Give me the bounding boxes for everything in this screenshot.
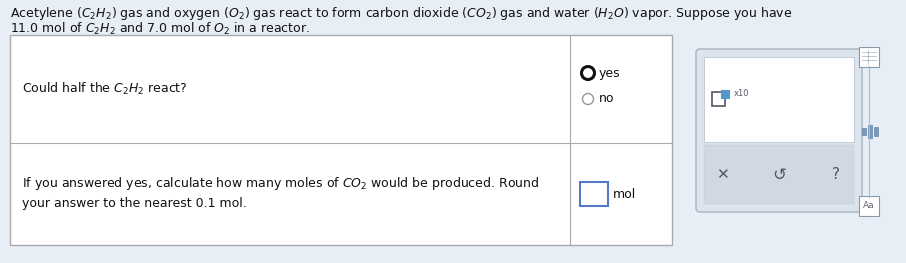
- FancyBboxPatch shape: [868, 125, 872, 138]
- Circle shape: [583, 94, 593, 104]
- Text: Aa: Aa: [863, 201, 875, 210]
- Text: If you answered yes, calculate how many moles of $CO_2$ would be produced. Round: If you answered yes, calculate how many …: [22, 175, 539, 193]
- FancyBboxPatch shape: [704, 57, 854, 142]
- FancyBboxPatch shape: [859, 196, 879, 216]
- Text: ✕: ✕: [716, 167, 728, 182]
- Text: mol: mol: [613, 188, 636, 200]
- Text: 11.0 mol of $C_2H_2$ and 7.0 mol of $O_2$ in a reactor.: 11.0 mol of $C_2H_2$ and 7.0 mol of $O_2…: [10, 21, 310, 37]
- FancyBboxPatch shape: [704, 145, 854, 204]
- Text: no: no: [599, 93, 614, 105]
- FancyBboxPatch shape: [580, 182, 608, 206]
- FancyBboxPatch shape: [721, 90, 729, 98]
- Text: yes: yes: [599, 67, 621, 79]
- FancyBboxPatch shape: [874, 127, 878, 136]
- FancyBboxPatch shape: [696, 49, 862, 212]
- FancyBboxPatch shape: [862, 128, 866, 135]
- Text: Could half the $C_2H_2$ react?: Could half the $C_2H_2$ react?: [22, 81, 188, 97]
- Circle shape: [582, 67, 594, 79]
- Text: x10: x10: [734, 89, 749, 98]
- Text: ?: ?: [832, 167, 840, 182]
- Text: ↺: ↺: [772, 165, 786, 184]
- Text: Acetylene $(C_2H_2)$ gas and oxygen $(O_2)$ gas react to form carbon dioxide $(C: Acetylene $(C_2H_2)$ gas and oxygen $(O_…: [10, 5, 792, 22]
- FancyBboxPatch shape: [859, 47, 879, 67]
- FancyBboxPatch shape: [712, 92, 725, 106]
- FancyBboxPatch shape: [10, 35, 672, 245]
- Text: your answer to the nearest 0.1 mol.: your answer to the nearest 0.1 mol.: [22, 198, 246, 210]
